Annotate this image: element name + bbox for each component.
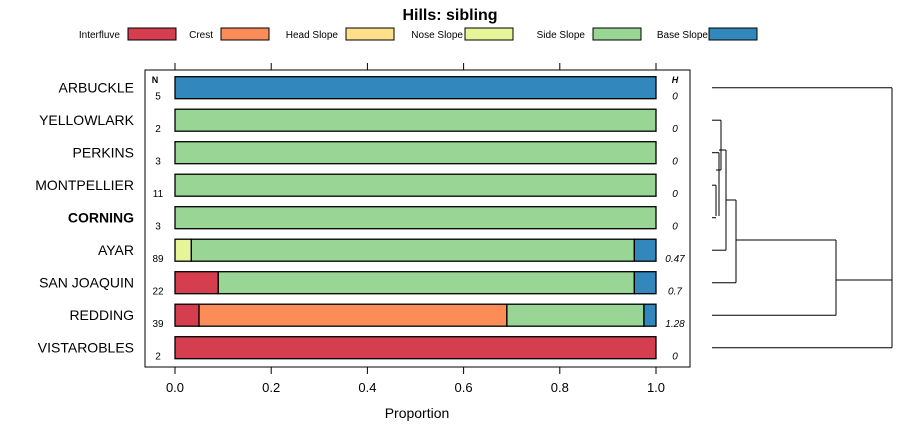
- bar-san-joaquin-side-slope: [217, 271, 636, 295]
- legend-swatch-side-slope: [592, 27, 642, 41]
- n-value-san-joaquin: 22: [152, 287, 164, 298]
- dendrogram: [712, 87, 893, 349]
- x-axis-title: Proportion: [385, 405, 450, 421]
- n-value-montpellier: 11: [153, 189, 164, 200]
- y-label-arbuckle: ARBUCKLE: [59, 80, 134, 96]
- y-label-redding: REDDING: [69, 307, 134, 323]
- n-value-arbuckle: 5: [155, 92, 161, 103]
- bar-vistarobles-interfluve: [174, 336, 657, 360]
- bar-ayar-nose-slope: [174, 238, 193, 262]
- legend-swatch-interfluve: [127, 27, 177, 41]
- n-value-perkins: 3: [155, 157, 161, 168]
- h-value-yellowlark: 0: [672, 124, 678, 135]
- bar-yellowlark-side-slope: [174, 108, 657, 132]
- bars: [174, 76, 657, 360]
- bar-montpellier-side-slope: [174, 173, 657, 197]
- bar-ayar-side-slope: [190, 238, 636, 262]
- bar-corning-side-slope: [174, 206, 657, 230]
- x-tick-label-3: 0.6: [455, 380, 473, 395]
- x-tick-label-2: 0.4: [358, 380, 376, 395]
- y-label-yellowlark: YELLOWLARK: [39, 112, 135, 128]
- y-label-ayar: AYAR: [98, 242, 134, 258]
- h-value-san-joaquin: 0.7: [668, 287, 682, 298]
- legend-swatch-nose-slope: [464, 27, 514, 41]
- legend-label-head-slope: Head Slope: [286, 30, 339, 41]
- bar-arbuckle-base-slope: [174, 76, 657, 100]
- x-tick-label-4: 0.8: [551, 380, 569, 395]
- n-value-corning: 3: [155, 222, 161, 233]
- bar-san-joaquin-interfluve: [174, 271, 219, 295]
- n-value-redding: 39: [152, 319, 164, 330]
- chart-title: Hills: sibling: [402, 7, 497, 24]
- x-axis: 0.0 0.2 0.4 0.6 0.8 1.0: [166, 63, 665, 395]
- bar-redding-base-slope: [643, 303, 657, 327]
- h-values: 0 0 0 0 0 0.47 0.7 1.28 0: [665, 92, 685, 363]
- n-value-yellowlark: 2: [155, 124, 161, 135]
- legend-swatch-base-slope: [708, 27, 758, 41]
- h-value-montpellier: 0: [672, 189, 678, 200]
- x-tick-label-5: 1.0: [647, 380, 665, 395]
- plot-panel: [144, 69, 691, 368]
- bar-san-joaquin-base-slope: [633, 271, 657, 295]
- legend-label-crest: Crest: [189, 30, 213, 41]
- bar-perkins-side-slope: [174, 141, 657, 165]
- h-value-perkins: 0: [672, 157, 678, 168]
- y-axis-labels: ARBUCKLE YELLOWLARK PERKINS MONTPELLIER CORN…: [35, 80, 134, 356]
- n-header: N: [152, 75, 159, 85]
- y-label-corning: CORNING: [68, 210, 134, 226]
- y-label-perkins: PERKINS: [73, 145, 134, 161]
- n-value-ayar: 89: [152, 254, 164, 265]
- legend-swatch-crest: [220, 27, 270, 41]
- legend-label-interfluve: Interfluve: [79, 30, 121, 41]
- h-value-corning: 0: [672, 222, 678, 233]
- bar-ayar-base-slope: [633, 238, 657, 262]
- bar-redding-crest: [198, 303, 508, 327]
- legend: Interfluve Crest Head Slope Nose Slope Side …: [79, 27, 758, 41]
- h-value-redding: 1.28: [665, 319, 685, 330]
- legend-swatch-head-slope: [345, 27, 395, 41]
- legend-label-base-slope: Base Slope: [657, 30, 709, 41]
- h-value-ayar: 0.47: [665, 254, 685, 265]
- h-header: H: [672, 75, 679, 85]
- y-label-vistarobles: VISTAROBLES: [38, 340, 134, 356]
- y-label-montpellier: MONTPELLIER: [35, 177, 134, 193]
- h-value-arbuckle: 0: [672, 92, 678, 103]
- h-value-vistarobles: 0: [672, 352, 678, 363]
- x-tick-label-0: 0.0: [166, 380, 184, 395]
- legend-label-side-slope: Side Slope: [537, 30, 586, 41]
- bar-redding-side-slope: [506, 303, 645, 327]
- legend-label-nose-slope: Nose Slope: [411, 30, 463, 41]
- bar-redding-interfluve: [174, 303, 200, 327]
- x-tick-label-1: 0.2: [262, 380, 280, 395]
- n-values: 5 2 3 11 3 89 22 39 2: [152, 92, 164, 363]
- y-label-san-joaquin: SAN JOAQUIN: [39, 275, 134, 291]
- n-value-vistarobles: 2: [155, 352, 161, 363]
